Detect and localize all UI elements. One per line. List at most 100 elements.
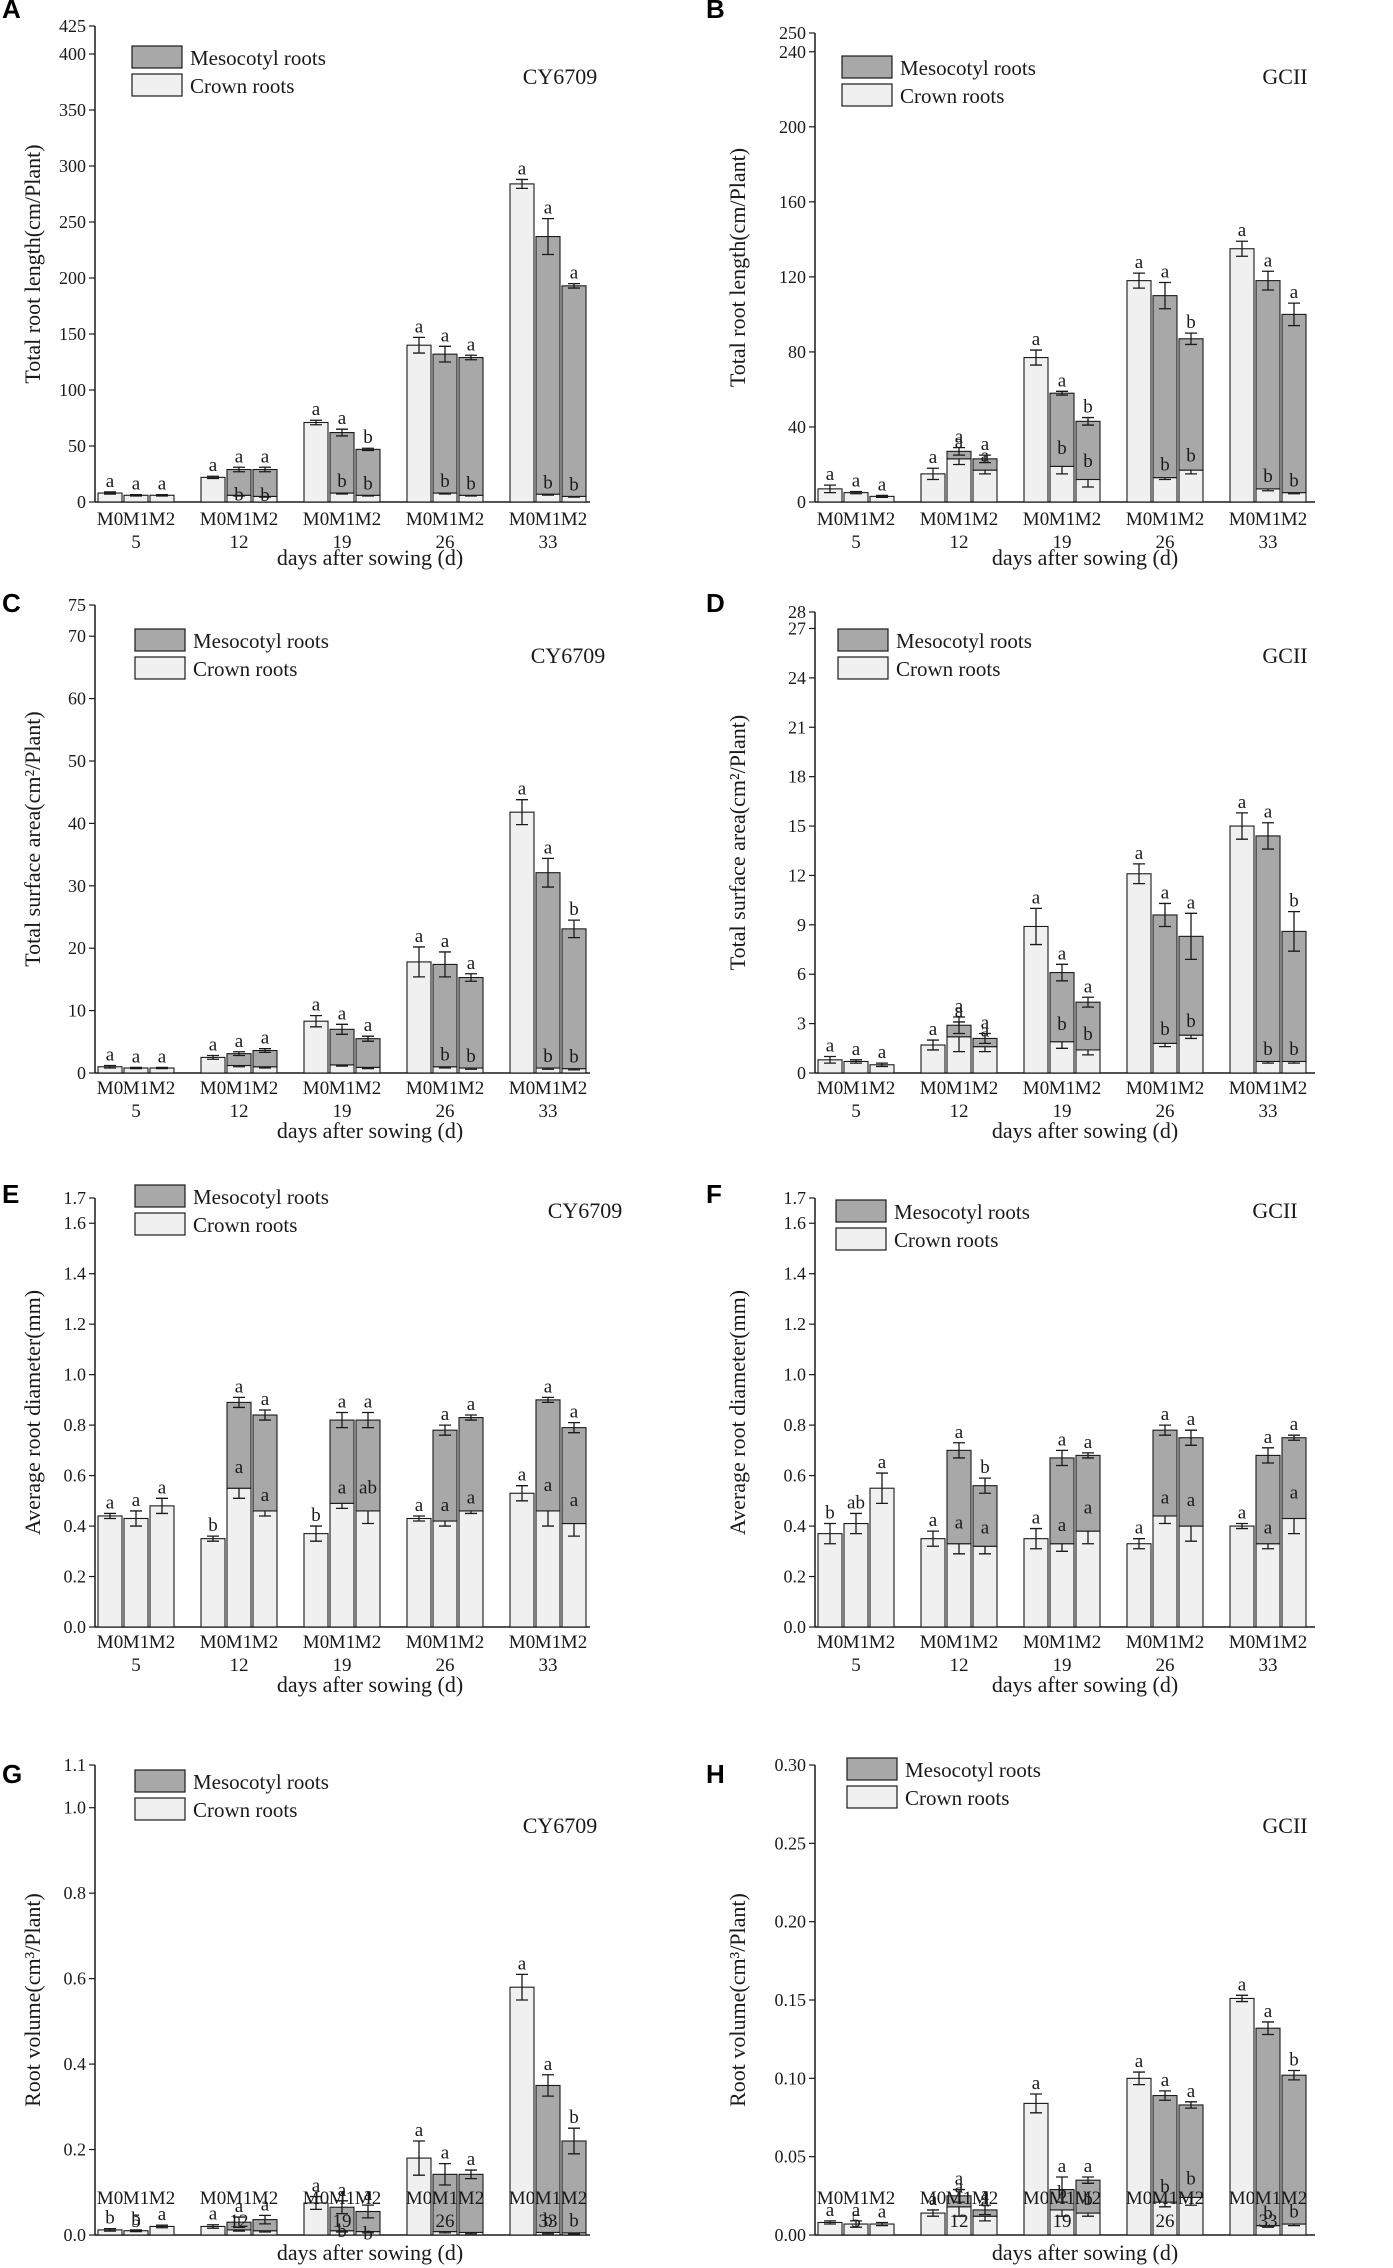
treatment-label: M0	[817, 1632, 843, 1653]
y-tick-label: 0.00	[775, 2225, 807, 2245]
bar-mesocotyl	[561, 285, 587, 497]
significance-letter-mesocotyl: a	[955, 996, 964, 1017]
significance-letter-crown: b	[543, 1046, 553, 1067]
error-bar-mesocotyl	[979, 2204, 991, 2216]
y-tick-label: 50	[68, 436, 86, 456]
significance-letter-crown: a	[1135, 252, 1144, 273]
error-bar-mesocotyl	[979, 1477, 991, 1494]
significance-letter-inner: b	[260, 485, 270, 506]
treatment-label: M1	[1152, 1078, 1178, 1099]
significance-letter-mesocotyl: a	[1161, 2070, 1170, 2091]
significance-letter-mesocotyl: a	[338, 1003, 347, 1024]
treatment-label: M0	[97, 1632, 123, 1653]
bar-mesocotyl	[1075, 1454, 1101, 1532]
significance-letter-crown: b	[825, 1503, 835, 1524]
treatment-label: M1	[329, 2188, 355, 2209]
day-label: 12	[950, 1101, 969, 1122]
significance-letter-crown: a	[929, 1510, 938, 1531]
significance-letter-crown: a	[929, 2189, 938, 2210]
significance-letter-mesocotyl: b	[1289, 891, 1299, 912]
error-bar-mesocotyl	[979, 1032, 991, 1045]
panel-e: 0.0 0.2 0.4 0.6 0.8 1.0 1.2 1.4 1.6 1.7 Average ro…	[2, 1179, 622, 1697]
bar-mesocotyl	[1075, 2179, 1101, 2214]
day-label: 12	[230, 1655, 249, 1676]
significance-letter-crown: a	[852, 2200, 861, 2221]
treatment-label: M1	[843, 2188, 869, 2209]
day-label: 12	[230, 2211, 249, 2232]
significance-letter-mesocotyl: b	[1289, 2050, 1299, 2071]
bar-crown	[303, 421, 329, 503]
significance-letter-crown: a	[955, 1001, 964, 1022]
bar-crown	[509, 1986, 535, 2236]
bar-crown	[869, 1487, 895, 1628]
bar-mesocotyl	[252, 468, 278, 497]
bar-crown	[1281, 1517, 1307, 1628]
significance-letter-crown: a	[1135, 2051, 1144, 2072]
error-bar-crown	[850, 2220, 862, 2228]
error-bar-mesocotyl	[1082, 416, 1094, 426]
significance-letter-mesocotyl: a	[1084, 1432, 1093, 1453]
x-axis-label: days after sowing (d)	[992, 2240, 1178, 2265]
y-axis-label: Root volume(cm³/Plant)	[20, 1893, 45, 2107]
significance-letter-crown: b	[1160, 455, 1170, 476]
y-tick-label: 0.15	[775, 1990, 807, 2010]
significance-letter-mesocotyl: a	[1161, 882, 1170, 903]
significance-letter-mesocotyl: a	[1264, 1427, 1273, 1448]
significance-letter-crown: a	[106, 471, 115, 492]
day-label: 33	[539, 1101, 558, 1122]
bar-crown	[97, 1515, 123, 1628]
significance-letter-mesocotyl: a	[1264, 250, 1273, 271]
error-bar-crown	[413, 1515, 425, 1522]
bar-mesocotyl	[535, 872, 561, 1069]
treatment-label: M2	[1075, 1632, 1101, 1653]
error-bar-crown	[156, 1066, 168, 1070]
error-bar-mesocotyl	[465, 354, 477, 361]
bar-mesocotyl	[329, 1028, 355, 1066]
panel-letter: G	[2, 1759, 22, 1789]
significance-letter-mesocotyl: a	[544, 198, 553, 219]
significance-letter-crown: b	[1289, 470, 1299, 491]
panel-letter: F	[706, 1179, 722, 1209]
bar-crown	[1152, 1515, 1178, 1628]
error-bar-crown	[824, 1522, 836, 1545]
treatment-label: M2	[252, 1078, 278, 1099]
error-bar-mesocotyl	[1262, 1447, 1274, 1464]
legend-swatch-crown	[134, 1212, 186, 1236]
significance-letter-crown: a	[338, 1477, 347, 1498]
significance-letter-crown: a	[415, 1495, 424, 1516]
y-tick-label: 0.8	[64, 1883, 87, 1903]
bar-mesocotyl	[1281, 313, 1307, 494]
error-bar-mesocotyl	[1288, 302, 1300, 327]
significance-letter-crown: b	[543, 2210, 553, 2231]
significance-letter-mesocotyl: a	[467, 1394, 476, 1415]
significance-letter-mesocotyl: a	[1187, 2081, 1196, 2102]
treatment-label: M1	[946, 509, 972, 530]
error-bar-crown	[1133, 1538, 1145, 1550]
error-bar-crown	[1133, 2071, 1145, 2086]
treatment-label: M2	[869, 509, 895, 530]
treatment-label: M1	[123, 1632, 149, 1653]
y-tick-label: 30	[68, 876, 86, 896]
y-tick-label: 12	[788, 865, 806, 885]
treatment-label: M1	[1255, 2188, 1281, 2209]
y-tick-label: 200	[779, 117, 806, 137]
error-bar-mesocotyl	[1159, 1424, 1171, 1436]
error-bar-mesocotyl	[542, 2074, 554, 2097]
significance-letter-crown: a	[467, 1487, 476, 1508]
significance-letter-crown: a	[981, 1518, 990, 1539]
significance-letter-crown: a	[1238, 220, 1247, 241]
error-bar-crown	[516, 178, 528, 190]
treatment-label: M2	[458, 1632, 484, 1653]
bar-crown	[1049, 1543, 1075, 1628]
significance-letter-crown: a	[955, 432, 964, 453]
bar-crown	[972, 469, 998, 503]
significance-letter-mesocotyl: a	[1290, 1414, 1299, 1435]
significance-letter-mesocotyl: a	[570, 263, 579, 284]
bar-crown	[1126, 280, 1152, 503]
treatment-label: M1	[843, 509, 869, 530]
day-label: 26	[436, 1101, 455, 1122]
x-axis-label: days after sowing (d)	[277, 1118, 463, 1143]
legend-swatch-crown	[134, 656, 186, 680]
error-bar-crown	[1236, 240, 1248, 257]
significance-letter-crown: a	[209, 455, 218, 476]
